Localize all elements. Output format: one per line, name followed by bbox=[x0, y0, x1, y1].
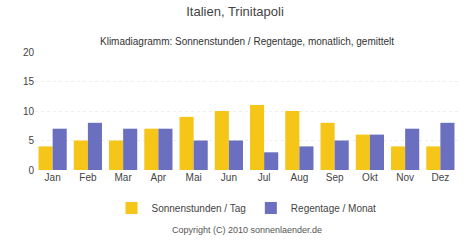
svg-text:Dez: Dez bbox=[431, 172, 449, 183]
svg-text:Mai: Mai bbox=[186, 172, 202, 183]
svg-text:Feb: Feb bbox=[79, 172, 97, 183]
svg-text:Jun: Jun bbox=[221, 172, 237, 183]
svg-text:Jul: Jul bbox=[258, 172, 271, 183]
svg-text:Italien, Trinitapoli: Italien, Trinitapoli bbox=[186, 4, 284, 19]
svg-text:Apr: Apr bbox=[151, 172, 167, 183]
svg-text:Jan: Jan bbox=[45, 172, 61, 183]
svg-text:Aug: Aug bbox=[290, 172, 308, 183]
svg-text:Copyright (C) 2010 sonnenlaend: Copyright (C) 2010 sonnenlaender.de bbox=[172, 225, 322, 235]
svg-text:Sonnenstunden / Tag: Sonnenstunden / Tag bbox=[152, 203, 246, 214]
svg-text:10: 10 bbox=[23, 106, 35, 117]
svg-text:15: 15 bbox=[23, 76, 35, 87]
svg-text:Regentage / Monat: Regentage / Monat bbox=[291, 203, 376, 214]
svg-text:5: 5 bbox=[28, 135, 34, 146]
svg-text:Nov: Nov bbox=[396, 172, 414, 183]
svg-text:20: 20 bbox=[23, 47, 35, 58]
svg-text:Okt: Okt bbox=[362, 172, 378, 183]
svg-text:0: 0 bbox=[28, 165, 34, 176]
svg-text:Klimadiagramm: Sonnenstunden /: Klimadiagramm: Sonnenstunden / Regentage… bbox=[100, 36, 394, 47]
svg-text:Sep: Sep bbox=[326, 172, 344, 183]
svg-text:Mar: Mar bbox=[115, 172, 133, 183]
